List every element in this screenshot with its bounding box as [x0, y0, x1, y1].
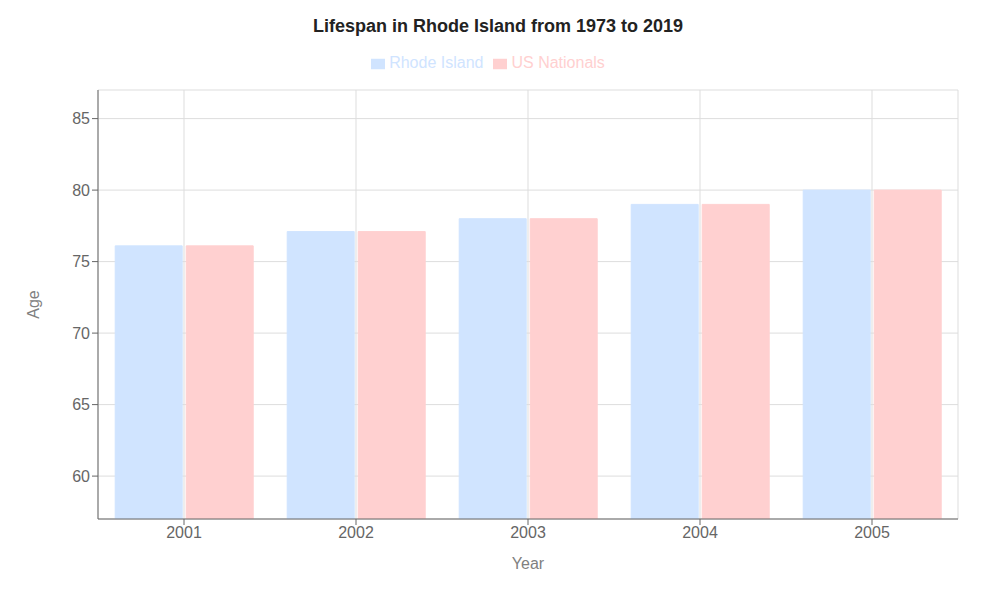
svg-text:2001: 2001: [166, 524, 202, 541]
svg-text:65: 65: [72, 396, 90, 413]
svg-text:2004: 2004: [682, 524, 718, 541]
html-text:Lifespan in Rhode Island from: Lifespan in Rhode Island from 1973 to 20…: [312, 16, 683, 36]
svg-text:2002: 2002: [338, 524, 374, 541]
svg-text:2005: 2005: [854, 524, 890, 541]
svg-text:80: 80: [72, 182, 90, 199]
svg-text:Year: Year: [512, 555, 545, 572]
html-text:Rhode Island: Rhode Island: [389, 54, 484, 71]
html-text:US Nationals: US Nationals: [511, 54, 605, 71]
svg-text:75: 75: [72, 253, 90, 270]
svg-text:85: 85: [72, 110, 90, 127]
svg-text:70: 70: [72, 325, 90, 342]
svg-text:Age: Age: [25, 290, 42, 319]
svg-text:2003: 2003: [510, 524, 546, 541]
svg-text:60: 60: [72, 468, 90, 485]
